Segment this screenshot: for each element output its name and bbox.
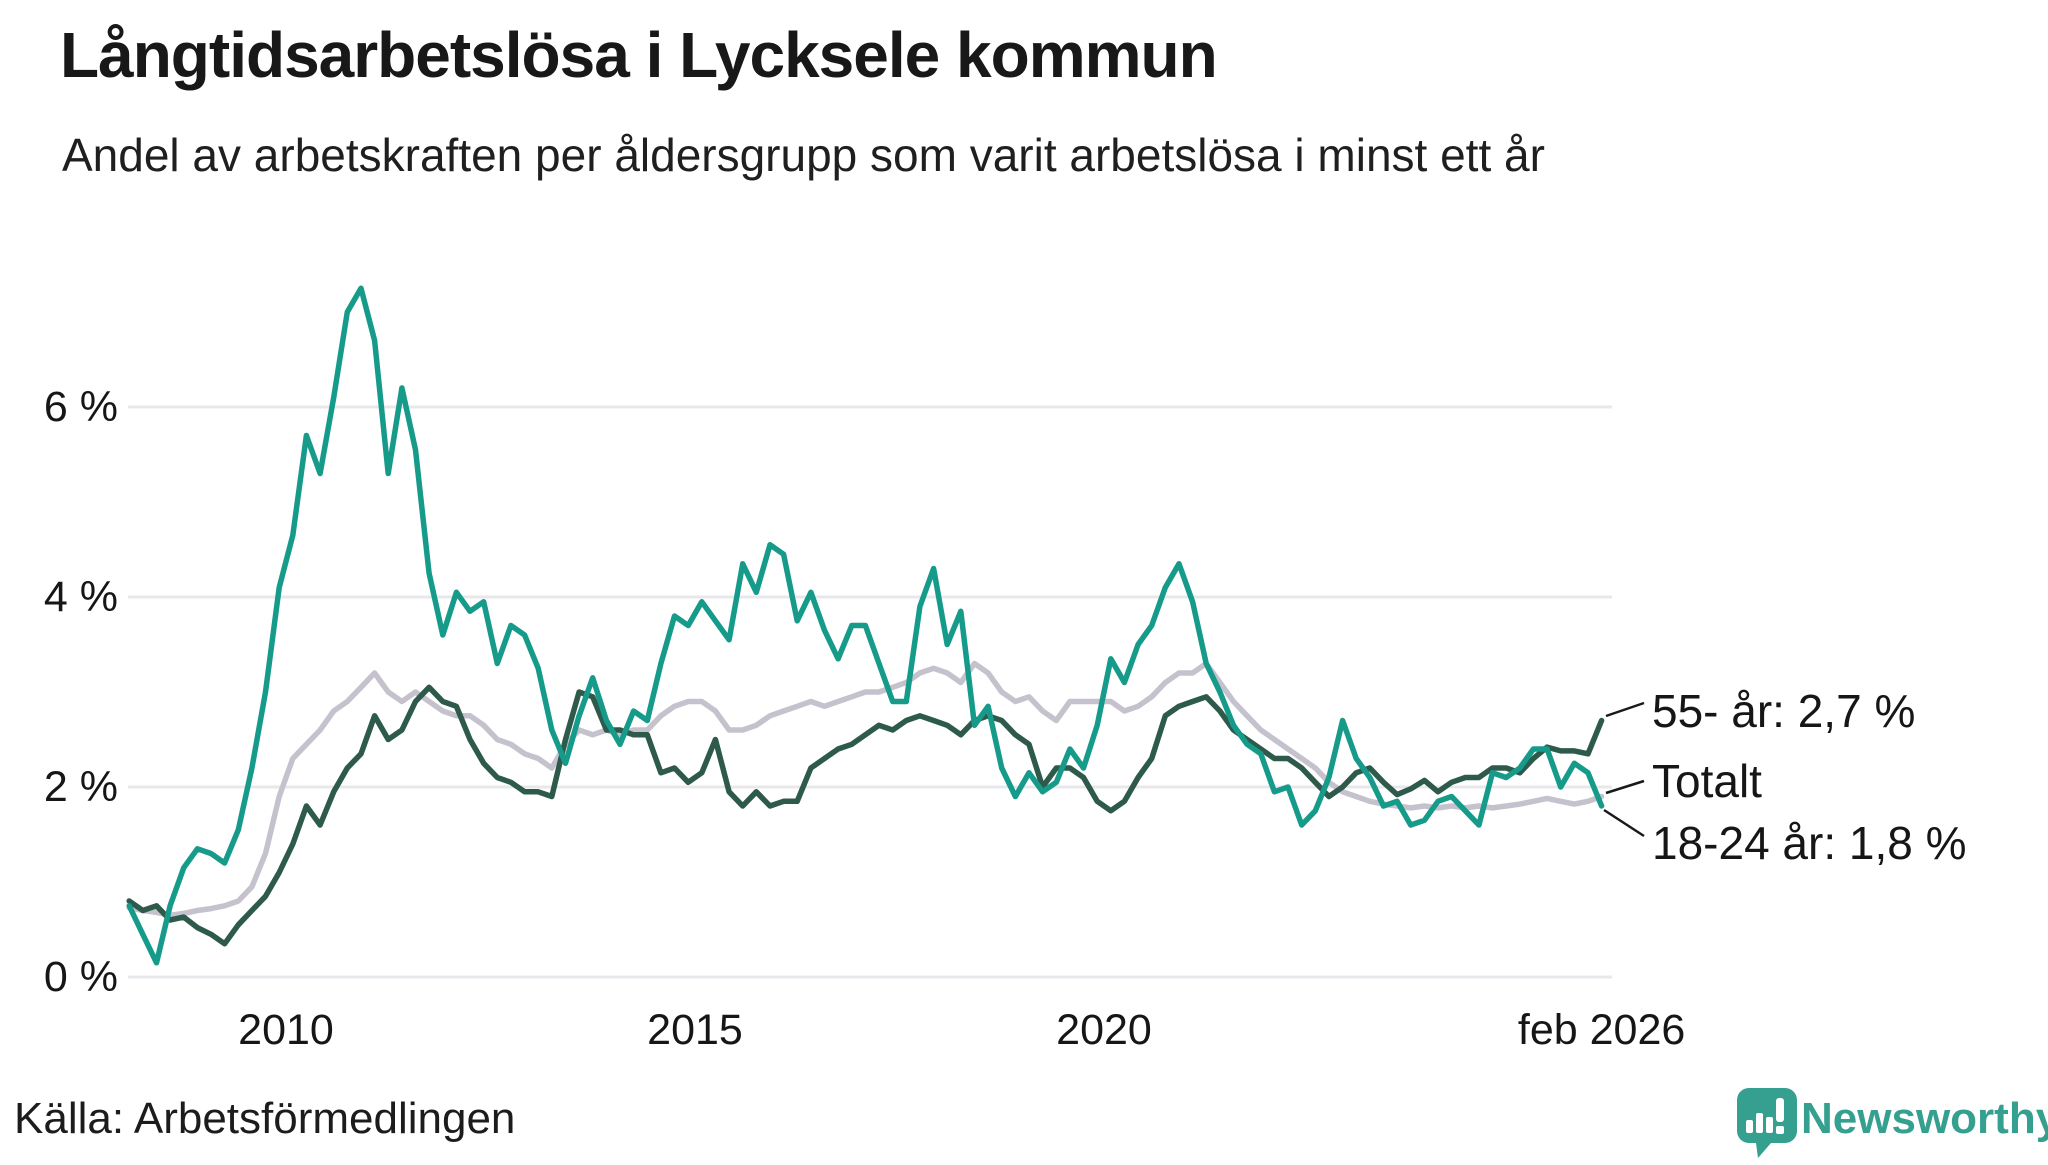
newsworthy-wordmark: Newsworthy xyxy=(1801,1094,2048,1143)
newsworthy-logo-icon xyxy=(1737,1088,1797,1158)
x-axis-tick: 2015 xyxy=(647,1006,743,1054)
annotation-connector xyxy=(1605,701,1645,718)
series-line-18-24-r xyxy=(126,285,1605,966)
y-axis-tick: 4 % xyxy=(43,573,118,621)
y-axis-tick: 2 % xyxy=(43,763,118,811)
newsworthy-logo: Newsworthy xyxy=(1735,1088,2048,1158)
series-label-55-ar: 55- år: 2,7 % xyxy=(1652,685,1916,737)
source-note: Källa: Arbetsförmedlingen xyxy=(14,1094,516,1143)
series-line-55-r xyxy=(126,684,1605,947)
x-axis-tick: 2010 xyxy=(238,1006,334,1054)
series-line-totalt xyxy=(126,660,1605,919)
y-axis-tick: 0 % xyxy=(43,953,118,1001)
y-axis-tick: 6 % xyxy=(43,383,118,431)
annotation-connector xyxy=(1605,779,1645,795)
annotation-connector xyxy=(1603,808,1645,838)
chart-subtitle: Andel av arbetskraften per åldersgrupp s… xyxy=(62,129,1545,181)
page-title: Långtidsarbetslösa i Lycksele kommun xyxy=(60,19,1218,91)
series-label-18-24-ar: 18-24 år: 1,8 % xyxy=(1652,817,1967,869)
series-label-totalt: Totalt xyxy=(1652,755,1762,807)
x-axis-tick: feb 2026 xyxy=(1517,1006,1686,1054)
x-axis-tick: 2020 xyxy=(1056,1006,1152,1054)
